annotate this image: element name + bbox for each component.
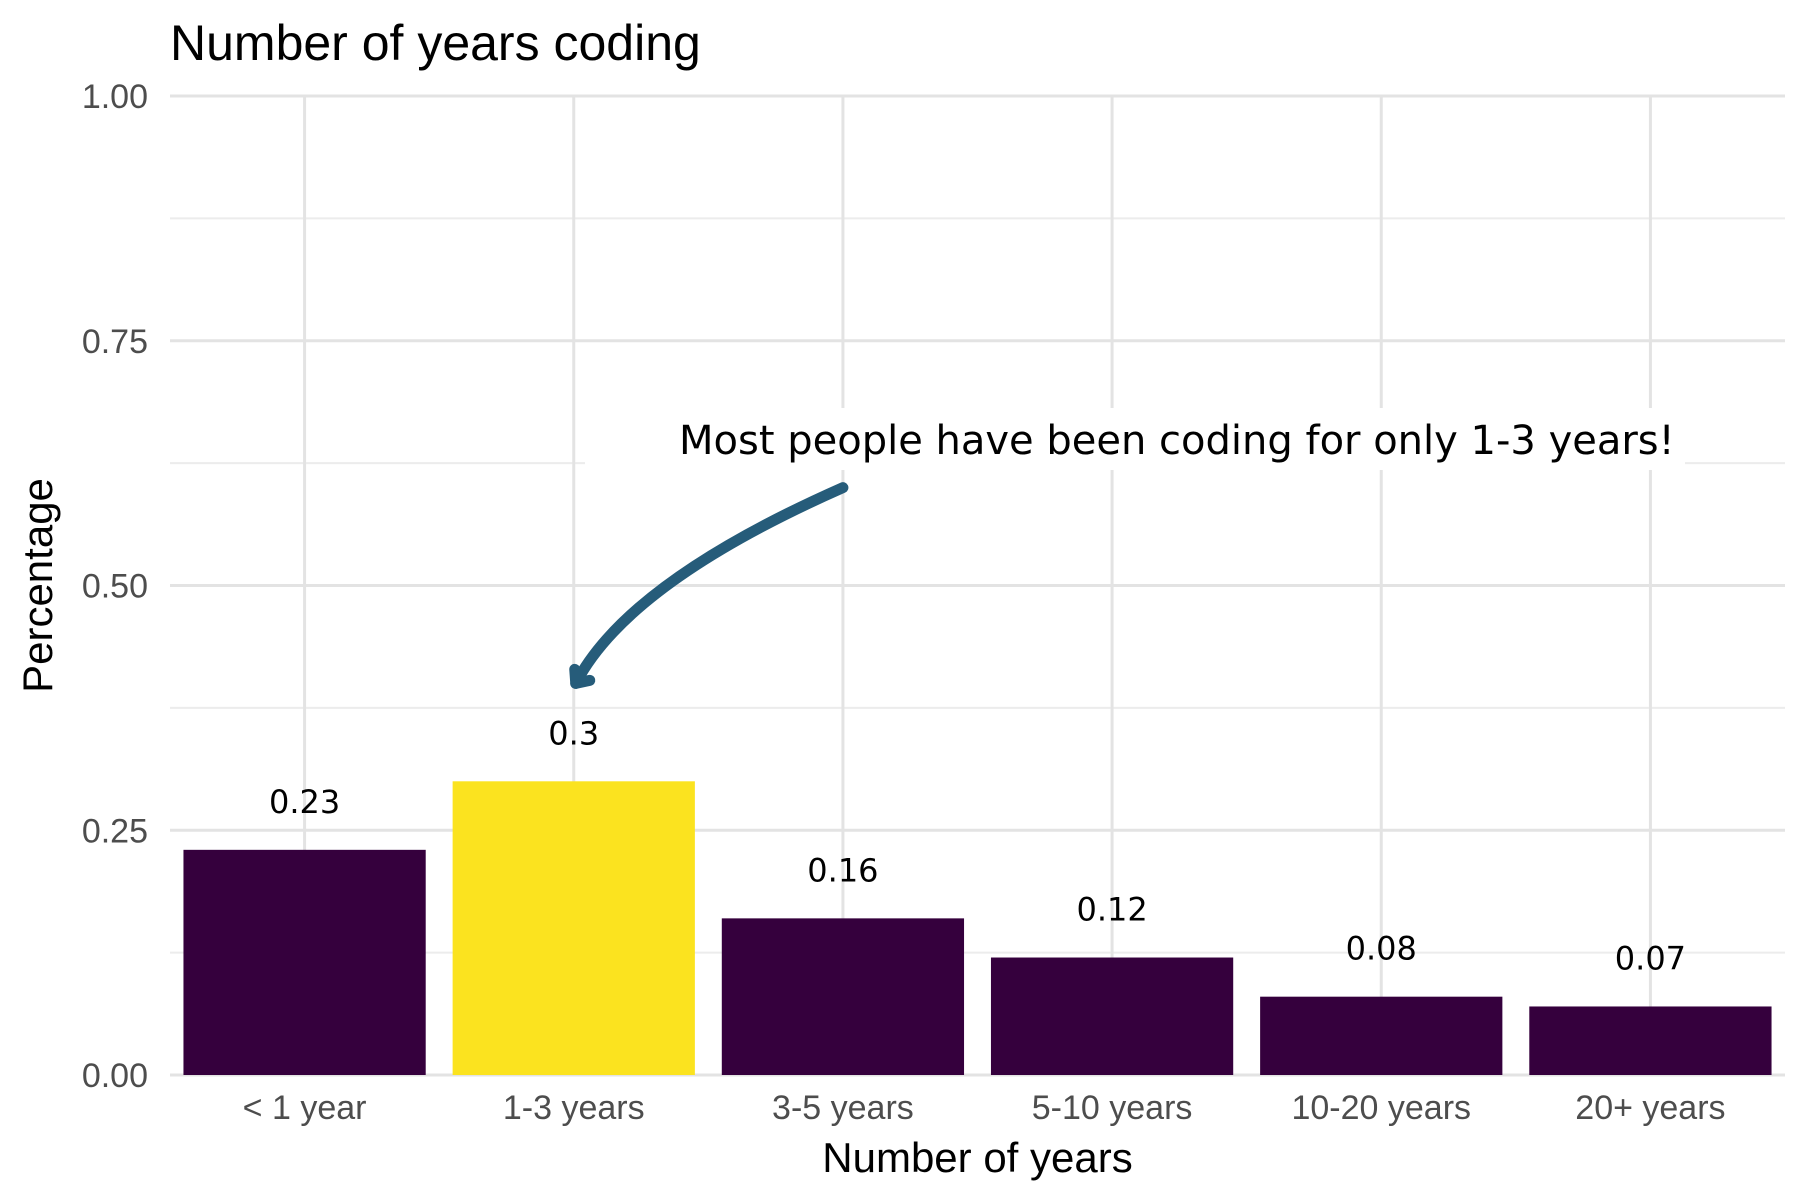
data-label: 0.07 [1615,939,1686,977]
y-tick-label: 0.25 [82,812,148,850]
bar [721,918,965,1075]
data-label: 0.3 [548,714,599,752]
x-tick-label: 10-20 years [1291,1089,1471,1127]
y-tick-label: 0.50 [82,568,148,606]
y-tick-label: 0.00 [82,1057,148,1095]
y-tick-label: 0.75 [82,323,148,361]
data-label: 0.23 [269,783,340,821]
bar-highlight [452,781,695,1075]
annotation-group: Most people have been coding for only 1-… [569,408,1685,689]
annotation-background [585,408,1685,470]
annotation-arrow [570,482,849,689]
y-axis-title: Percentage [14,478,61,693]
x-axis-title: Number of years [822,1134,1132,1181]
grid [170,94,1785,1077]
chart-title: Number of years coding [170,15,701,71]
annotation-text: Most people have been coding for only 1-… [679,418,1675,464]
data-label: 0.08 [1346,930,1417,968]
annotation-arrowhead [569,663,596,689]
bar [1260,996,1503,1075]
x-tick-label: < 1 year [243,1089,367,1127]
x-tick-label: 5-10 years [1032,1089,1193,1127]
bar [183,849,426,1075]
axes: 0.00 0.25 0.50 0.75 1.00 < 1 year 1-3 years 3-5… [82,78,1726,1127]
x-tick-label: 1-3 years [503,1089,645,1127]
x-tick-label: 3-5 years [772,1089,914,1127]
data-label: 0.16 [807,851,878,889]
bar [990,957,1234,1075]
y-tick-label: 1.00 [82,78,148,116]
data-labels: 0.23 0.3 0.16 0.12 0.08 0.07 [269,714,1686,977]
bars [183,781,1772,1075]
bar [1529,1006,1772,1075]
data-label: 0.12 [1076,891,1147,929]
x-tick-label: 20+ years [1575,1089,1725,1127]
